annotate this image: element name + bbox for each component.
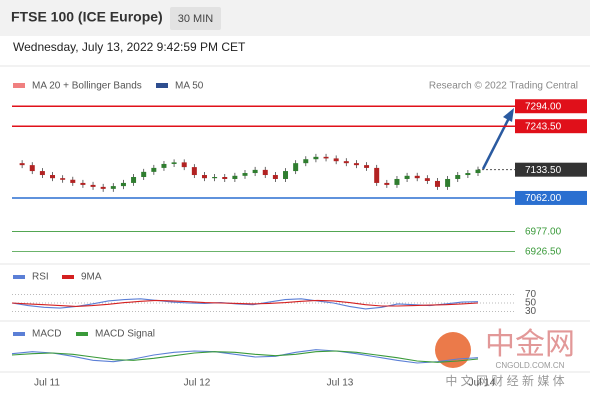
level-box [515,119,587,134]
candle [313,156,319,160]
candle [434,180,440,187]
series-line [11,349,479,364]
candle [141,171,147,177]
y-tick-label: 70 [525,289,537,300]
level-label: 6977.00 [525,227,562,238]
candle [80,182,86,185]
legend-swatch [13,332,25,336]
candle [475,169,481,174]
candle [120,182,126,187]
level-label: 7062.00 [525,193,562,204]
x-tick-label: Jul 13 [327,378,354,389]
forecast-arrowhead [503,108,514,122]
candle [414,175,420,179]
legend-label: MACD [32,329,61,340]
candle [110,186,116,189]
legend-swatch [62,275,74,279]
watermark-site: CNGOLD.COM.CN [496,361,565,370]
level-box [515,99,587,114]
candle [303,159,309,164]
candle [343,161,349,164]
candle [131,177,137,183]
candle [222,177,228,179]
candle [100,186,106,189]
candle [353,163,359,166]
interval-badge [170,7,221,30]
watermark-logo: 中金网 [485,328,575,361]
legend-label: MACD Signal [95,329,155,340]
credit: Research © 2022 Trading Central [429,81,578,92]
y-tick-label: 30 [525,306,537,317]
candle [323,156,329,159]
candle [151,167,157,172]
candle [232,175,238,179]
legend-label: MA 50 [175,81,204,92]
candle [445,178,451,187]
interval: 30 MIN [178,13,214,25]
candle [29,165,35,172]
candle [333,158,339,162]
header-bar [0,0,590,36]
candle [191,167,197,176]
candle [424,178,430,181]
candle [384,182,390,185]
candle [181,162,187,168]
candle [212,177,218,179]
candle [404,175,410,179]
legend-label: MA 20 + Bollinger Bands [32,81,142,92]
datetime: Wednesday, July 13, 2022 9:42:59 PM CET [13,40,246,54]
candle [19,163,25,166]
legend-label: 9MA [81,272,102,283]
series-line [11,350,479,363]
legend-label: RSI [32,272,49,283]
level-label: 7243.50 [525,121,562,132]
series-line [11,298,479,310]
level-label: 7294.00 [525,101,562,112]
candle [455,175,461,179]
x-tick-label: Jul 12 [184,378,211,389]
candle [161,163,167,168]
candle [242,173,248,176]
watermark-tagline: 中 文 网 财 经 新 媒 体 [445,373,564,388]
candle [364,165,370,168]
candle [60,178,66,180]
candle [39,171,45,176]
candle [252,169,258,174]
legend-swatch [156,83,168,88]
candle [171,162,177,164]
candle [293,163,299,172]
x-tick-label: Jul 14 [469,378,496,389]
candle [272,175,278,179]
level-box [515,190,587,205]
legend-swatch [13,275,25,279]
candle [283,171,289,179]
candle [50,175,56,179]
level-label: 6926.50 [525,247,562,258]
candle [201,175,207,179]
y-tick-label: 50 [525,298,537,309]
candle [465,173,471,176]
candle [70,179,76,183]
title: FTSE 100 (ICE Europe) [11,9,163,25]
price-box [515,162,587,177]
candle [90,184,96,187]
legend-swatch [13,83,25,88]
candle [262,169,268,176]
series-line [11,299,479,307]
x-tick-label: Jul 11 [34,378,60,389]
candle [394,178,400,185]
candle [374,167,380,183]
level-label: 7133.50 [525,165,562,176]
legend-swatch [76,332,88,336]
